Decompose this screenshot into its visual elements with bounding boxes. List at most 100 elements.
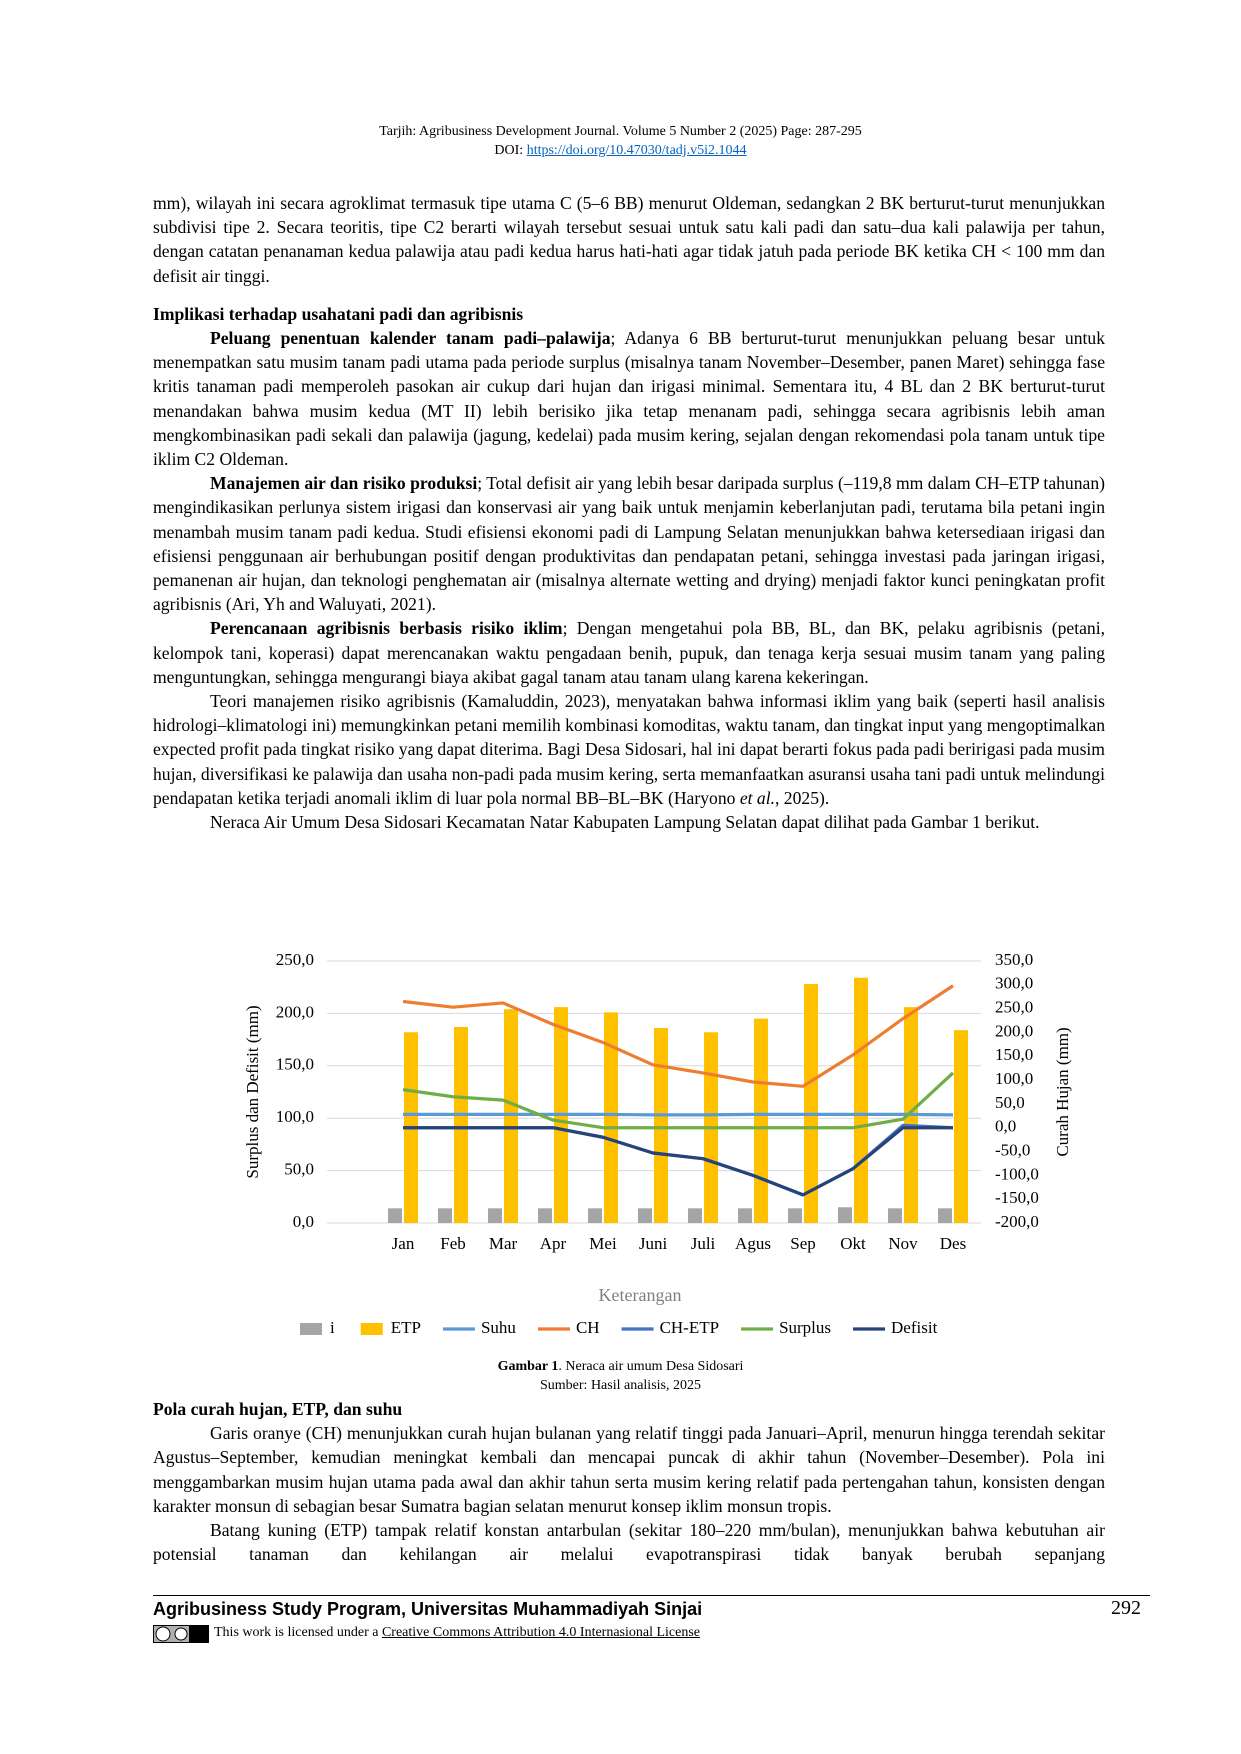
text-run: Garis oranye (CH) menunjukkan curah huja… bbox=[153, 1423, 1105, 1516]
x-tick-label: Juni bbox=[639, 1234, 668, 1253]
y-tick-label: 150,0 bbox=[276, 1055, 314, 1074]
caption-label: Gambar 1 bbox=[497, 1359, 559, 1374]
y2-tick-label: 250,0 bbox=[995, 998, 1033, 1017]
section-1: mm), wilayah ini secara agroklimat terma… bbox=[153, 191, 1105, 834]
doi-prefix: DOI: bbox=[494, 143, 527, 158]
y2-tick-label: -200,0 bbox=[995, 1212, 1039, 1231]
text-run: Neraca Air Umum Desa Sidosari Kecamatan … bbox=[210, 812, 1040, 833]
bar bbox=[538, 1208, 552, 1223]
text-run: , 2025). bbox=[775, 787, 830, 808]
bar bbox=[854, 977, 868, 1223]
bar bbox=[654, 1028, 668, 1223]
y2-tick-label: 200,0 bbox=[995, 1021, 1033, 1040]
section-2: Pola curah hujan, ETP, dan suhu Garis or… bbox=[153, 1397, 1105, 1566]
y2-tick-label: 100,0 bbox=[995, 1069, 1033, 1088]
footer-rule bbox=[153, 1595, 1150, 1596]
bar bbox=[888, 1208, 902, 1223]
bar bbox=[938, 1208, 952, 1223]
doi-line: DOI: https://doi.org/10.47030/tadj.v5i2.… bbox=[0, 141, 1241, 160]
footer-institution: Agribusiness Study Program, Universitas … bbox=[153, 1599, 703, 1619]
bar bbox=[504, 1009, 518, 1223]
text-run: ; Adanya 6 BB berturut-turut menunjukkan… bbox=[153, 328, 1105, 470]
x-tick-label: Juli bbox=[691, 1234, 716, 1253]
caption-source: Sumber: Hasil analisis, 2025 bbox=[540, 1378, 701, 1393]
paragraph: Peluang penentuan kalender tanam padi–pa… bbox=[153, 326, 1105, 471]
x-tick-label: Apr bbox=[540, 1234, 567, 1253]
y-tick-label: 50,0 bbox=[284, 1160, 314, 1179]
line-series bbox=[403, 1126, 953, 1197]
caption-text: . Neraca air umum Desa Sidosari bbox=[558, 1359, 744, 1374]
y2-tick-label: 350,0 bbox=[995, 950, 1033, 969]
x-tick-label: Nov bbox=[888, 1234, 918, 1253]
y-tick-label: 0,0 bbox=[293, 1212, 314, 1231]
caption-line: Gambar 1. Neraca air umum Desa Sidosari bbox=[0, 1357, 1241, 1376]
bar bbox=[588, 1208, 602, 1223]
y-axis-title: Surplus dan Defisit (mm) bbox=[243, 1005, 262, 1178]
chart: Surplus dan Defisit (mm) Curah Hujan (mm… bbox=[243, 950, 1072, 1337]
y2-tick-label: -100,0 bbox=[995, 1164, 1039, 1183]
legend-swatch bbox=[300, 1323, 322, 1335]
bar bbox=[488, 1208, 502, 1223]
doi-link[interactable]: https://doi.org/10.47030/tadj.v5i2.1044 bbox=[526, 143, 747, 158]
text-run: Teori manajemen risiko agribisnis (Kamal… bbox=[153, 691, 1105, 808]
x-tick-label: Jan bbox=[392, 1234, 415, 1253]
bar bbox=[638, 1208, 652, 1223]
bar bbox=[438, 1208, 452, 1223]
bar bbox=[688, 1208, 702, 1223]
section-heading: Pola curah hujan, ETP, dan suhu bbox=[153, 1399, 403, 1419]
journal-line: Tarjih: Agribusiness Development Journal… bbox=[379, 124, 862, 139]
text-run: et al. bbox=[739, 787, 775, 808]
legend-label: Suhu bbox=[481, 1318, 516, 1337]
bar bbox=[838, 1207, 852, 1223]
line-series bbox=[402, 1071, 955, 1130]
legend-label: ETP bbox=[391, 1318, 421, 1337]
paragraphs: Garis oranye (CH) menunjukkan curah huja… bbox=[153, 1421, 1105, 1566]
y2-tick-label: -150,0 bbox=[995, 1188, 1039, 1207]
legend-label: CH-ETP bbox=[660, 1318, 720, 1337]
y2-tick-label: 150,0 bbox=[995, 1045, 1033, 1064]
text-run: Manajemen air dan risiko produksi bbox=[210, 473, 478, 494]
y2-tick-label: 50,0 bbox=[995, 1093, 1025, 1112]
bar bbox=[604, 1012, 618, 1223]
paragraph: mm), wilayah ini secara agroklimat terma… bbox=[153, 191, 1105, 288]
caption: Gambar 1. Neraca air umum Desa Sidosari … bbox=[0, 1357, 1241, 1395]
text-run: Perencanaan agribisnis berbasis risiko i… bbox=[210, 618, 563, 639]
license-line: This work is licensed under a Creative C… bbox=[214, 1623, 700, 1643]
bar bbox=[788, 1208, 802, 1223]
paragraphs: Peluang penentuan kalender tanam padi–pa… bbox=[153, 326, 1105, 834]
paragraph: Neraca Air Umum Desa Sidosari Kecamatan … bbox=[153, 810, 1105, 834]
paragraph: Garis oranye (CH) menunjukkan curah huja… bbox=[153, 1421, 1105, 1518]
bar bbox=[738, 1208, 752, 1223]
paragraph: Teori manajemen risiko agribisnis (Kamal… bbox=[153, 689, 1105, 810]
paragraph: Manajemen air dan risiko produksi; Total… bbox=[153, 471, 1105, 616]
y2-tick-label: 300,0 bbox=[995, 974, 1033, 993]
x-tick-label: Mar bbox=[489, 1234, 518, 1253]
bar bbox=[388, 1208, 402, 1223]
x-tick-label: Sep bbox=[790, 1234, 816, 1253]
x-tick-label: Agus bbox=[735, 1234, 771, 1253]
y2-tick-label: -50,0 bbox=[995, 1140, 1030, 1159]
y2-axis-title: Curah Hujan (mm) bbox=[1053, 1027, 1072, 1156]
license-link[interactable]: Creative Commons Attribution 4.0 Interna… bbox=[381, 1625, 701, 1640]
legend-label: CH bbox=[576, 1318, 600, 1337]
paragraphs: mm), wilayah ini secara agroklimat terma… bbox=[153, 191, 1105, 288]
text-run: ; Dengan mengetahui pola BB, BL, dan BK,… bbox=[153, 618, 1105, 687]
license-icon[interactable] bbox=[153, 1625, 209, 1643]
x-tick-label: Feb bbox=[440, 1234, 466, 1253]
section-heading: Implikasi terhadap usahatani padi dan ag… bbox=[153, 303, 524, 324]
paragraph: Batang kuning (ETP) tampak relatif konst… bbox=[153, 1518, 1105, 1566]
legend-label: i bbox=[330, 1318, 335, 1337]
bar bbox=[804, 984, 818, 1223]
x-tick-label: Okt bbox=[840, 1234, 866, 1253]
page-number: 292 bbox=[1111, 1597, 1141, 1619]
text-run: ; Total defisit air yang lebih besar dar… bbox=[153, 473, 1105, 615]
line-series bbox=[402, 984, 954, 1088]
x-tick-label: Des bbox=[940, 1234, 966, 1253]
y2-tick-label: 0,0 bbox=[995, 1117, 1016, 1136]
x-tick-label: Mei bbox=[589, 1234, 617, 1253]
legend-swatch bbox=[360, 1323, 383, 1335]
header: Tarjih: Agribusiness Development Journal… bbox=[0, 122, 1241, 160]
text-run: Batang kuning (ETP) tampak relatif konst… bbox=[153, 1520, 1105, 1565]
bar bbox=[954, 1030, 968, 1223]
